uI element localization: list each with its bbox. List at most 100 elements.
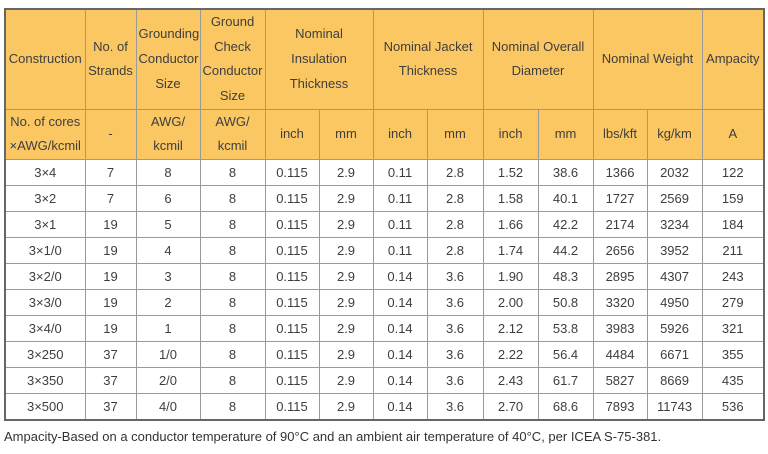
table-row: 3×1/0 19 4 8 0.115 2.9 0.11 2.8 1.74 44.2 2656 3952… bbox=[4, 237, 765, 265]
table-cell: 3952 bbox=[646, 237, 703, 265]
table-cell: 0.115 bbox=[264, 159, 320, 187]
table-cell: 8 bbox=[135, 159, 201, 187]
header-no-of-strands: No. of Strands bbox=[84, 8, 137, 110]
table-cell: 61.7 bbox=[537, 367, 594, 395]
table-cell: 1727 bbox=[592, 185, 648, 213]
table-cell: 2.9 bbox=[318, 185, 374, 213]
table-cell: 0.14 bbox=[372, 263, 428, 291]
cable-spec-table: Construction No. of Strands Grounding Co… bbox=[4, 8, 766, 421]
table-cell: 8 bbox=[199, 393, 266, 421]
header-nominal-overall-diameter: Nominal Overall Diameter bbox=[482, 8, 594, 110]
table-cell: 8 bbox=[199, 367, 266, 395]
table-cell: 8 bbox=[199, 289, 266, 317]
unit-insulation-inch: inch bbox=[264, 108, 320, 161]
unit-ampacity-a: A bbox=[701, 108, 765, 161]
table-cell: 2.43 bbox=[482, 367, 539, 395]
table-cell: 159 bbox=[701, 185, 765, 213]
table-cell: 0.115 bbox=[264, 263, 320, 291]
table-cell: 3×250 bbox=[4, 341, 86, 369]
unit-diameter-mm: mm bbox=[537, 108, 594, 161]
table-row: 3×500 37 4/0 8 0.115 2.9 0.14 3.6 2.70 68.6 7893 11… bbox=[4, 393, 765, 421]
table-cell: 19 bbox=[84, 315, 137, 343]
table-cell: 2.9 bbox=[318, 289, 374, 317]
table-cell: 1.90 bbox=[482, 263, 539, 291]
table-cell: 5926 bbox=[646, 315, 703, 343]
header-ampacity: Ampacity bbox=[701, 8, 765, 110]
table-cell: 0.115 bbox=[264, 341, 320, 369]
table-cell: 3.6 bbox=[426, 341, 484, 369]
table-cell: 2.8 bbox=[426, 185, 484, 213]
table-cell: 2.9 bbox=[318, 237, 374, 265]
table-cell: 40.1 bbox=[537, 185, 594, 213]
table-cell: 38.6 bbox=[537, 159, 594, 187]
table-cell: 2.9 bbox=[318, 263, 374, 291]
table-cell: 3 bbox=[135, 263, 201, 291]
table-cell: 68.6 bbox=[537, 393, 594, 421]
table-cell: 0.14 bbox=[372, 393, 428, 421]
table-cell: 1 bbox=[135, 315, 201, 343]
table-cell: 0.11 bbox=[372, 211, 428, 239]
table-cell: 3×350 bbox=[4, 367, 86, 395]
table-cell: 56.4 bbox=[537, 341, 594, 369]
table-cell: 7 bbox=[84, 159, 137, 187]
table-row: 3×350 37 2/0 8 0.115 2.9 0.14 3.6 2.43 61.7 5827 86… bbox=[4, 367, 765, 395]
table-cell: 243 bbox=[701, 263, 765, 291]
table-cell: 536 bbox=[701, 393, 765, 421]
table-cell: 2174 bbox=[592, 211, 648, 239]
table-cell: 8669 bbox=[646, 367, 703, 395]
table-cell: 2.8 bbox=[426, 237, 484, 265]
table-cell: 19 bbox=[84, 211, 137, 239]
table-cell: 2569 bbox=[646, 185, 703, 213]
table-cell: 0.115 bbox=[264, 185, 320, 213]
table-cell: 3×3/0 bbox=[4, 289, 86, 317]
table-cell: 2.00 bbox=[482, 289, 539, 317]
table-cell: 11743 bbox=[646, 393, 703, 421]
table-cell: 3983 bbox=[592, 315, 648, 343]
table-row: 3×2/0 19 3 8 0.115 2.9 0.14 3.6 1.90 48.3 2895 4307… bbox=[4, 263, 765, 291]
table-header: Construction No. of Strands Grounding Co… bbox=[4, 8, 765, 161]
table-cell: 2656 bbox=[592, 237, 648, 265]
table-cell: 1.74 bbox=[482, 237, 539, 265]
header-nominal-insulation-thickness: Nominal Insulation Thickness bbox=[264, 8, 374, 110]
table-cell: 42.2 bbox=[537, 211, 594, 239]
table-cell: 0.11 bbox=[372, 159, 428, 187]
table-cell: 7893 bbox=[592, 393, 648, 421]
table-row: 3×1 19 5 8 0.115 2.9 0.11 2.8 1.66 42.2 2174 3234 18… bbox=[4, 211, 765, 239]
table-cell: 0.115 bbox=[264, 367, 320, 395]
table-cell: 3.6 bbox=[426, 393, 484, 421]
table-cell: 1.52 bbox=[482, 159, 539, 187]
table-cell: 2.70 bbox=[482, 393, 539, 421]
unit-insulation-mm: mm bbox=[318, 108, 374, 161]
table-cell: 8 bbox=[199, 315, 266, 343]
table-cell: 3×1 bbox=[4, 211, 86, 239]
table-cell: 8 bbox=[199, 341, 266, 369]
table-cell: 0.14 bbox=[372, 367, 428, 395]
table-cell: 2.9 bbox=[318, 341, 374, 369]
table-cell: 2/0 bbox=[135, 367, 201, 395]
table-cell: 8 bbox=[199, 237, 266, 265]
footnote-text: Ampacity-Based on a conductor temperatur… bbox=[4, 428, 662, 444]
table-cell: 3×2 bbox=[4, 185, 86, 213]
table-row: 3×4 7 8 8 0.115 2.9 0.11 2.8 1.52 38.6 1366 2032 122 bbox=[4, 159, 765, 187]
table-cell: 5827 bbox=[592, 367, 648, 395]
table-cell: 0.14 bbox=[372, 289, 428, 317]
table-cell: 2.8 bbox=[426, 211, 484, 239]
table-cell: 2 bbox=[135, 289, 201, 317]
unit-jacket-inch: inch bbox=[372, 108, 428, 161]
table-cell: 6 bbox=[135, 185, 201, 213]
table-cell: 7 bbox=[84, 185, 137, 213]
table-cell: 3×2/0 bbox=[4, 263, 86, 291]
table-cell: 37 bbox=[84, 341, 137, 369]
table-cell: 1/0 bbox=[135, 341, 201, 369]
table-cell: 3×4/0 bbox=[4, 315, 86, 343]
table-cell: 19 bbox=[84, 237, 137, 265]
table-cell: 2.9 bbox=[318, 393, 374, 421]
table-cell: 3.6 bbox=[426, 367, 484, 395]
table-cell: 0.115 bbox=[264, 289, 320, 317]
table-cell: 1.66 bbox=[482, 211, 539, 239]
table-cell: 0.115 bbox=[264, 237, 320, 265]
table-cell: 3×4 bbox=[4, 159, 86, 187]
table-cell: 8 bbox=[199, 211, 266, 239]
table-cell: 2.12 bbox=[482, 315, 539, 343]
table-cell: 5 bbox=[135, 211, 201, 239]
